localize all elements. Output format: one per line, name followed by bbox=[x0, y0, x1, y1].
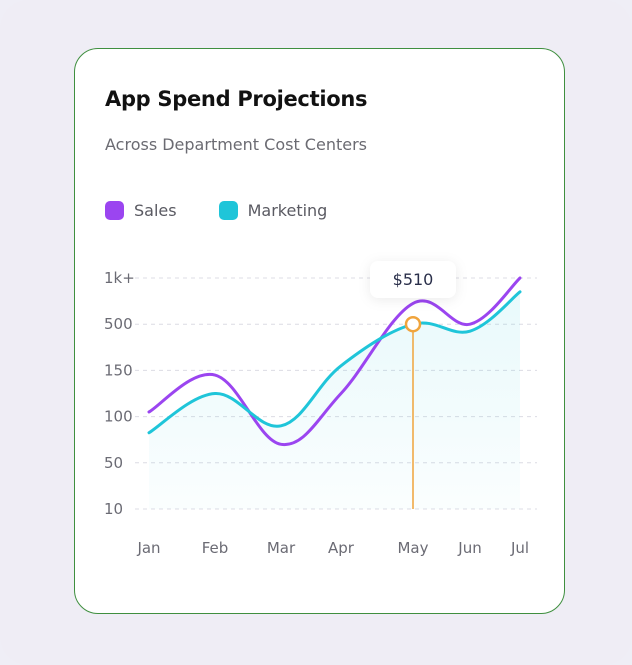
data-point-sales-jan bbox=[147, 410, 151, 414]
data-point-marketing-jun bbox=[468, 329, 472, 333]
x-tick-label: May bbox=[397, 539, 428, 557]
data-point-marketing-mar bbox=[279, 424, 283, 428]
chart-title: App Spend Projections bbox=[105, 87, 368, 111]
data-point-sales-may bbox=[411, 301, 415, 305]
line-chart: $510 1k+ 500 150 100 50 10 Jan Feb Mar Apr May Jun J… bbox=[104, 261, 537, 557]
y-tick-label: 10 bbox=[104, 500, 123, 518]
chart-card: App Spend Projections Across Department … bbox=[74, 48, 565, 614]
x-tick-label: Feb bbox=[202, 539, 229, 557]
data-point-marketing-jul bbox=[518, 290, 522, 294]
tooltip-box bbox=[370, 261, 456, 298]
chart-legend: Sales Marketing bbox=[105, 201, 369, 220]
y-tick-label: 1k+ bbox=[104, 269, 135, 287]
series-line-sales bbox=[147, 276, 522, 446]
x-tick-label: Mar bbox=[267, 539, 296, 557]
tooltip-marker bbox=[404, 315, 422, 333]
y-tick-label: 50 bbox=[104, 454, 123, 472]
x-tick-label: Apr bbox=[328, 539, 355, 557]
legend-label-sales: Sales bbox=[134, 201, 177, 220]
data-point-sales-jun bbox=[468, 322, 472, 326]
legend-item-sales[interactable]: Sales bbox=[105, 201, 177, 220]
data-point-sales-feb bbox=[213, 373, 217, 377]
legend-swatch-sales bbox=[105, 201, 124, 220]
data-point-marketing-apr bbox=[339, 364, 343, 368]
y-tick-label: 100 bbox=[104, 408, 133, 426]
legend-swatch-marketing bbox=[218, 201, 238, 220]
x-tick-label: Jan bbox=[136, 539, 160, 557]
tooltip-value: $510 bbox=[393, 270, 434, 289]
data-point-marketing-feb bbox=[213, 392, 217, 396]
series-line-marketing bbox=[147, 290, 522, 435]
data-point-marketing-jan bbox=[147, 431, 151, 435]
legend-item-marketing[interactable]: Marketing bbox=[218, 201, 328, 220]
y-tick-label: 500 bbox=[104, 315, 133, 333]
data-point-sales-apr bbox=[339, 392, 343, 396]
data-point-sales-jul bbox=[518, 276, 522, 280]
x-tick-label: Jun bbox=[457, 539, 481, 557]
data-point-sales-mar bbox=[279, 442, 283, 446]
y-tick-label: 150 bbox=[104, 361, 133, 379]
chart-subtitle: Across Department Cost Centers bbox=[105, 135, 367, 154]
x-tick-label: Jul bbox=[510, 539, 529, 557]
legend-label-marketing: Marketing bbox=[247, 201, 328, 220]
